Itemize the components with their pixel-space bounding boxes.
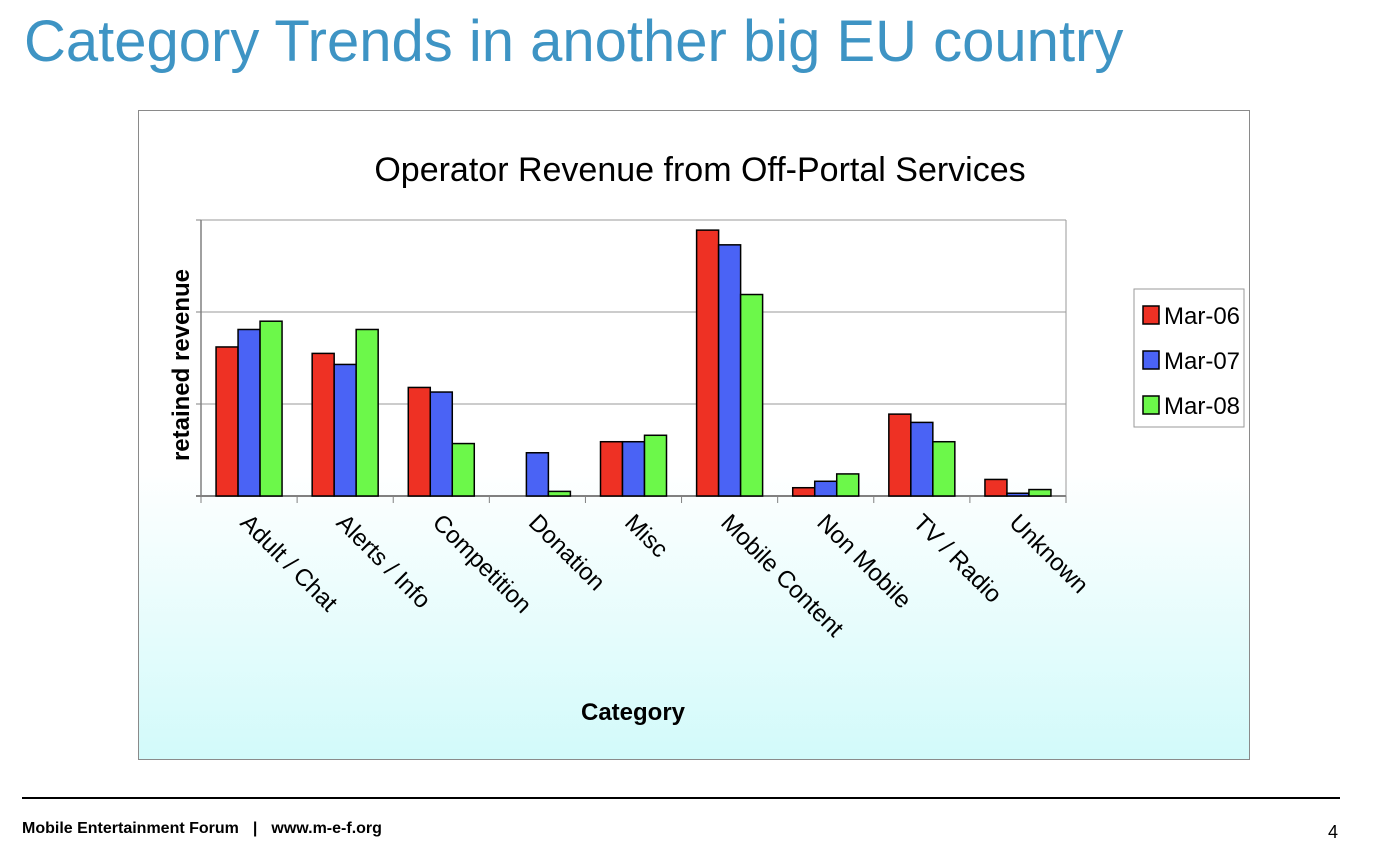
- footer-rule: [22, 797, 1340, 799]
- bar-mar-08-adult-chat: [259, 320, 283, 497]
- x-tick-label: Adult / Chat: [235, 509, 343, 617]
- x-tick-label: Unknown: [1004, 509, 1094, 599]
- bar-mar-07-unknown: [1006, 492, 1030, 497]
- bar-mar-08-tv-radio: [932, 440, 956, 497]
- bar-mar-06-non-mobile: [791, 486, 816, 497]
- bar-mar-08-misc: [643, 434, 668, 497]
- bar-mar-07-donation: [525, 452, 550, 497]
- x-tick-label: Donation: [523, 509, 610, 596]
- chart-panel: Operator Revenue from Off-Portal Service…: [138, 110, 1250, 760]
- page-number: 4: [1328, 822, 1339, 842]
- bar-mar-06-alerts-info: [311, 352, 335, 497]
- bar-mar-08-donation: [547, 490, 572, 497]
- legend-swatch: [1142, 395, 1160, 415]
- x-tick-label: TV / Radio: [908, 509, 1007, 608]
- bar-mar-07-non-mobile: [813, 480, 838, 497]
- legend-swatch: [1142, 305, 1160, 325]
- legend-swatch: [1142, 350, 1160, 370]
- footer: Mobile Entertainment Forum | www.m-e-f.org: [22, 820, 382, 838]
- x-tick-label: Alerts / Info: [331, 509, 436, 614]
- bar-mar-08-mobile-content: [739, 293, 764, 497]
- bar-mar-08-alerts-info: [355, 328, 379, 497]
- x-tick-label: Competition: [427, 509, 537, 619]
- bar-mar-06-mobile-content: [695, 229, 720, 497]
- legend: Mar-06 Mar-07 Mar-08: [1133, 288, 1245, 428]
- legend-label: Mar-08: [1164, 393, 1240, 420]
- bar-mar-06-tv-radio: [888, 413, 912, 497]
- bar-mar-07-adult-chat: [237, 328, 261, 497]
- bar-mar-06-adult-chat: [215, 346, 239, 497]
- legend-label: Mar-07: [1164, 348, 1240, 375]
- x-tick-label: Non Mobile: [811, 509, 916, 614]
- slide-title: Category Trends in another big EU countr…: [24, 9, 1124, 74]
- footer-org: Mobile Entertainment Forum: [22, 820, 239, 837]
- bar-mar-07-mobile-content: [717, 244, 742, 497]
- legend-label: Mar-06: [1164, 303, 1240, 330]
- bar-mar-07-tv-radio: [910, 421, 934, 497]
- bar-mar-06-misc: [599, 440, 624, 497]
- bars: [215, 229, 1052, 497]
- bar-mar-07-misc: [621, 440, 646, 497]
- bar-mar-06-unknown: [984, 478, 1008, 497]
- bar-chart: Operator Revenue from Off-Portal Service…: [168, 151, 1245, 726]
- x-axis-label: Category: [581, 699, 686, 726]
- bar-mar-08-non-mobile: [835, 473, 860, 497]
- bar-mar-07-competition: [429, 391, 454, 497]
- bar-mar-07-alerts-info: [333, 363, 357, 497]
- chart-title: Operator Revenue from Off-Portal Service…: [374, 151, 1025, 189]
- footer-url: www.m-e-f.org: [271, 820, 382, 837]
- bar-mar-08-unknown: [1028, 488, 1052, 497]
- footer-separator: |: [252, 820, 258, 837]
- bar-mar-08-competition: [451, 442, 476, 497]
- y-axis-label: retained revenue: [168, 269, 195, 461]
- x-tick-label: Misc: [619, 509, 673, 563]
- bar-mar-06-competition: [407, 386, 432, 497]
